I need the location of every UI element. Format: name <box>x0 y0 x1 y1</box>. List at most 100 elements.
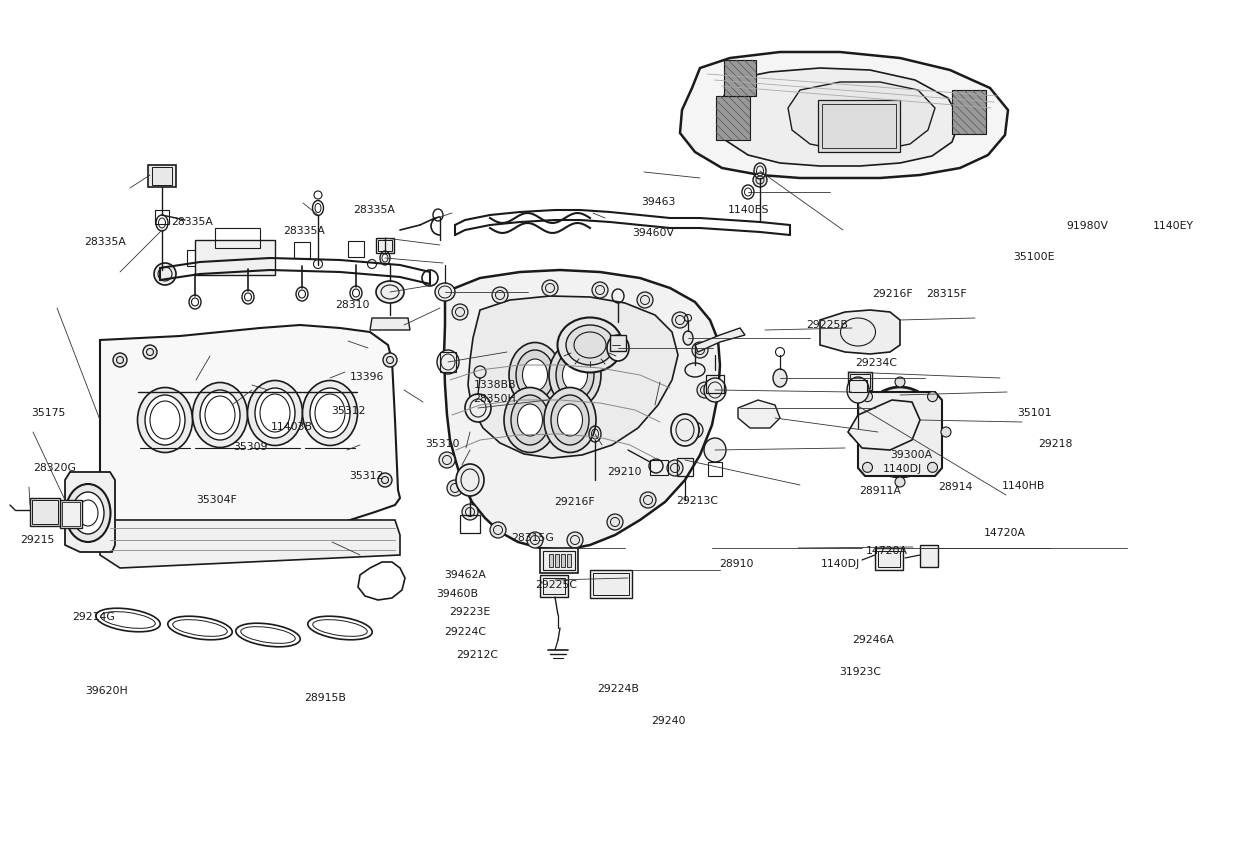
Bar <box>875 548 903 570</box>
Ellipse shape <box>558 404 583 436</box>
Ellipse shape <box>863 392 873 402</box>
Ellipse shape <box>516 350 554 400</box>
Ellipse shape <box>517 404 543 436</box>
Bar <box>148 165 176 187</box>
Ellipse shape <box>863 462 873 472</box>
Text: 29215: 29215 <box>20 535 55 545</box>
Ellipse shape <box>551 395 589 445</box>
Ellipse shape <box>558 317 622 372</box>
Ellipse shape <box>255 388 295 438</box>
Text: 91980V: 91980V <box>1066 221 1109 232</box>
Ellipse shape <box>303 381 357 445</box>
Ellipse shape <box>704 438 725 462</box>
Polygon shape <box>738 400 780 428</box>
Bar <box>677 458 693 476</box>
Bar <box>460 515 480 533</box>
Bar <box>348 241 365 257</box>
Bar <box>241 245 255 261</box>
Polygon shape <box>444 270 720 550</box>
Ellipse shape <box>522 359 548 391</box>
Text: 29212C: 29212C <box>456 650 498 660</box>
Ellipse shape <box>456 464 484 496</box>
Polygon shape <box>100 520 401 568</box>
Ellipse shape <box>565 325 614 365</box>
Ellipse shape <box>436 350 459 374</box>
Bar <box>556 554 559 567</box>
Bar <box>650 460 668 475</box>
Text: 28335A: 28335A <box>171 217 213 227</box>
Ellipse shape <box>697 382 713 398</box>
Ellipse shape <box>640 492 656 508</box>
Text: 28315F: 28315F <box>926 289 967 299</box>
Ellipse shape <box>446 480 463 496</box>
Text: 28320G: 28320G <box>33 463 77 473</box>
Text: 29210: 29210 <box>608 467 642 477</box>
Bar <box>549 554 553 567</box>
Text: 29240: 29240 <box>651 716 686 726</box>
Bar <box>153 167 172 185</box>
Ellipse shape <box>895 377 905 387</box>
Text: 28914: 28914 <box>939 482 973 492</box>
Ellipse shape <box>608 335 629 361</box>
Text: 35312: 35312 <box>350 471 384 481</box>
Ellipse shape <box>439 452 455 468</box>
Text: 29216F: 29216F <box>872 289 913 299</box>
Bar <box>920 545 937 567</box>
Text: 35310: 35310 <box>425 438 460 449</box>
Text: 28915B: 28915B <box>304 693 346 703</box>
Text: 29225B: 29225B <box>806 320 848 330</box>
Polygon shape <box>858 392 942 476</box>
Text: 13396: 13396 <box>350 371 384 382</box>
Bar <box>849 380 867 392</box>
Ellipse shape <box>773 369 787 387</box>
Ellipse shape <box>563 359 588 391</box>
Polygon shape <box>715 96 750 140</box>
Bar <box>878 551 900 567</box>
Ellipse shape <box>435 283 455 301</box>
Ellipse shape <box>847 377 869 403</box>
Bar <box>818 100 900 152</box>
Bar <box>560 554 565 567</box>
Text: 29223E: 29223E <box>449 607 490 617</box>
Bar <box>195 240 275 275</box>
Bar <box>706 375 724 393</box>
Ellipse shape <box>704 378 725 402</box>
Text: 1140DJ: 1140DJ <box>883 464 923 474</box>
Ellipse shape <box>490 522 506 538</box>
Bar <box>32 500 58 524</box>
Text: 29214G: 29214G <box>73 612 115 622</box>
Ellipse shape <box>637 292 653 308</box>
Polygon shape <box>724 60 756 96</box>
Text: 29225C: 29225C <box>536 580 578 590</box>
Ellipse shape <box>667 460 683 476</box>
Text: 39462A: 39462A <box>444 570 486 580</box>
Bar <box>822 104 897 148</box>
Polygon shape <box>820 310 900 354</box>
Ellipse shape <box>671 414 699 446</box>
Ellipse shape <box>378 473 392 487</box>
Ellipse shape <box>928 392 937 402</box>
Text: 29216F: 29216F <box>554 497 595 507</box>
Bar <box>60 500 82 528</box>
Ellipse shape <box>591 282 608 298</box>
Bar <box>187 250 203 266</box>
Ellipse shape <box>683 331 693 345</box>
Text: 1140ES: 1140ES <box>728 205 769 215</box>
Bar <box>376 238 394 253</box>
Ellipse shape <box>453 304 467 320</box>
Ellipse shape <box>492 287 508 303</box>
Bar <box>593 573 629 595</box>
Ellipse shape <box>941 427 951 437</box>
Text: 28315G: 28315G <box>511 533 553 544</box>
Text: 29224B: 29224B <box>598 683 640 694</box>
Ellipse shape <box>511 395 549 445</box>
Text: 39463: 39463 <box>641 197 676 207</box>
Text: 28335A: 28335A <box>283 226 325 236</box>
Bar <box>62 502 81 526</box>
Ellipse shape <box>895 477 905 487</box>
Polygon shape <box>694 328 745 352</box>
Polygon shape <box>848 400 920 450</box>
Text: 35101: 35101 <box>1017 408 1052 418</box>
Ellipse shape <box>870 398 930 466</box>
Ellipse shape <box>608 514 622 530</box>
